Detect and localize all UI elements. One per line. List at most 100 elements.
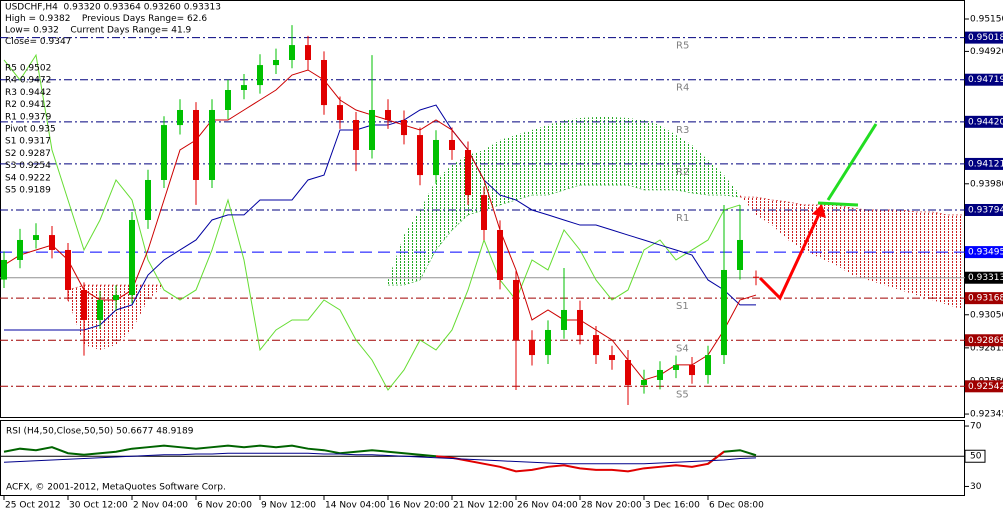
- candle-body: [497, 229, 503, 280]
- header-text: S1 0.9317: [5, 137, 51, 147]
- cloud-edge: [691, 192, 709, 196]
- cloud-segment: [740, 195, 756, 215]
- level-box: [965, 380, 1003, 393]
- candle-body: [737, 239, 743, 270]
- level-label: 0.93168: [968, 294, 1003, 304]
- indicator-line: [3, 53, 741, 391]
- candle-body: [513, 279, 519, 340]
- header-text: R4 0.9472: [5, 76, 51, 86]
- candle-body: [81, 289, 87, 320]
- cloud-segment: [404, 209, 420, 286]
- rsi-line: [435, 450, 725, 473]
- candle-body: [465, 149, 471, 196]
- level-name: S4: [676, 343, 689, 354]
- level-box: [965, 246, 1003, 259]
- cloud-edge: [499, 199, 517, 206]
- rsi-line: [3, 452, 757, 465]
- candle-body: [353, 119, 359, 150]
- level-label: 0.95018: [968, 33, 1003, 43]
- candle-body: [625, 359, 631, 386]
- cloud-segment: [532, 125, 548, 196]
- header-text: R2 0.9412: [5, 100, 51, 110]
- candle-body: [129, 219, 135, 296]
- cloud-segment: [852, 208, 868, 280]
- header-text: R3 0.9442: [5, 88, 51, 98]
- x-tick-label: 16 Nov 20:00: [389, 501, 450, 511]
- cloud-segment: [452, 155, 468, 230]
- candle-body: [545, 329, 551, 356]
- cloud-segment: [612, 117, 628, 186]
- candle-body: [561, 309, 567, 330]
- rsi-line: [3, 444, 437, 458]
- candle-body: [433, 139, 439, 176]
- green-line: [817, 201, 859, 207]
- level-name: S1: [676, 301, 689, 312]
- level-box: [965, 115, 1003, 128]
- candle-body: [705, 355, 711, 376]
- level-label: 0.93313: [968, 273, 1003, 283]
- level-label: 0.94121: [968, 159, 1003, 169]
- level-box: [965, 334, 1003, 347]
- cloud-edge: [899, 209, 917, 213]
- level-label: 0.94719: [968, 75, 1003, 85]
- cloud-edge: [675, 189, 693, 194]
- x-tick-label: 2 Nov 04:00: [133, 501, 188, 511]
- level-name: R4: [676, 83, 689, 94]
- cloud-edge: [787, 201, 805, 206]
- candle-body: [1, 259, 7, 280]
- cloud-segment: [708, 159, 724, 196]
- x-tick-label: 6 Nov 20:00: [197, 501, 252, 511]
- x-tick-label: 9 Nov 12:00: [261, 501, 316, 511]
- header-text: S4 0.9222: [5, 173, 51, 183]
- header-text: Close= 0.9347: [5, 37, 71, 47]
- cloud-segment: [548, 119, 564, 196]
- level-box: [965, 203, 1003, 216]
- cloud-segment: [420, 179, 436, 280]
- x-tick-label: 28 Nov 20:00: [581, 501, 642, 511]
- candle-body: [593, 335, 599, 356]
- cloud-segment: [596, 117, 612, 186]
- green-arrow: [826, 123, 878, 201]
- cloud-segment: [500, 135, 516, 205]
- candle-body: [65, 249, 71, 290]
- header-text: S5 0.9189: [5, 186, 51, 196]
- level-name: R1: [676, 213, 689, 224]
- level-label: 0.94420: [968, 117, 1003, 127]
- header-text: USDCHF,H4 0.93320 0.93364 0.93260 0.9331…: [5, 3, 221, 13]
- cloud-segment: [516, 129, 532, 200]
- header-text: High = 0.9382 Previous Days Range= 62.6: [5, 14, 207, 24]
- red-arrow: [758, 211, 822, 301]
- cloud-segment: [884, 209, 900, 290]
- cloud-segment: [388, 235, 404, 286]
- cloud-segment: [132, 285, 148, 330]
- cloud-edge: [483, 204, 501, 211]
- y-tick-label: 0.92815: [970, 343, 1003, 353]
- candle-body: [401, 119, 407, 136]
- candle-body: [321, 59, 327, 106]
- rsi-tick-label: 30: [970, 482, 982, 492]
- cloud-edge: [723, 194, 741, 198]
- cloud-segment: [916, 211, 932, 300]
- candle-body: [577, 309, 583, 336]
- cloud-segment: [724, 175, 740, 198]
- level-box: [965, 31, 1003, 44]
- candle-body: [641, 379, 647, 386]
- level-name: R5: [676, 41, 689, 52]
- header-text: Pivot 0.935: [5, 125, 56, 135]
- level-box: [965, 292, 1003, 305]
- rsi-tick-label: 50: [970, 452, 982, 462]
- level-label: 0.93794: [968, 205, 1003, 215]
- x-tick-label: 14 Nov 04:00: [325, 501, 386, 511]
- cloud-segment: [116, 285, 132, 345]
- candle-body: [241, 85, 247, 90]
- cloud-segment: [788, 201, 804, 250]
- candle-body: [161, 125, 167, 180]
- candle-body: [369, 109, 375, 150]
- candle-body: [385, 109, 391, 120]
- cloud-edge: [755, 196, 773, 201]
- cloud-segment: [660, 125, 676, 190]
- level-label: 0.93495: [968, 248, 1003, 258]
- header-text: S2 0.9287: [5, 149, 51, 159]
